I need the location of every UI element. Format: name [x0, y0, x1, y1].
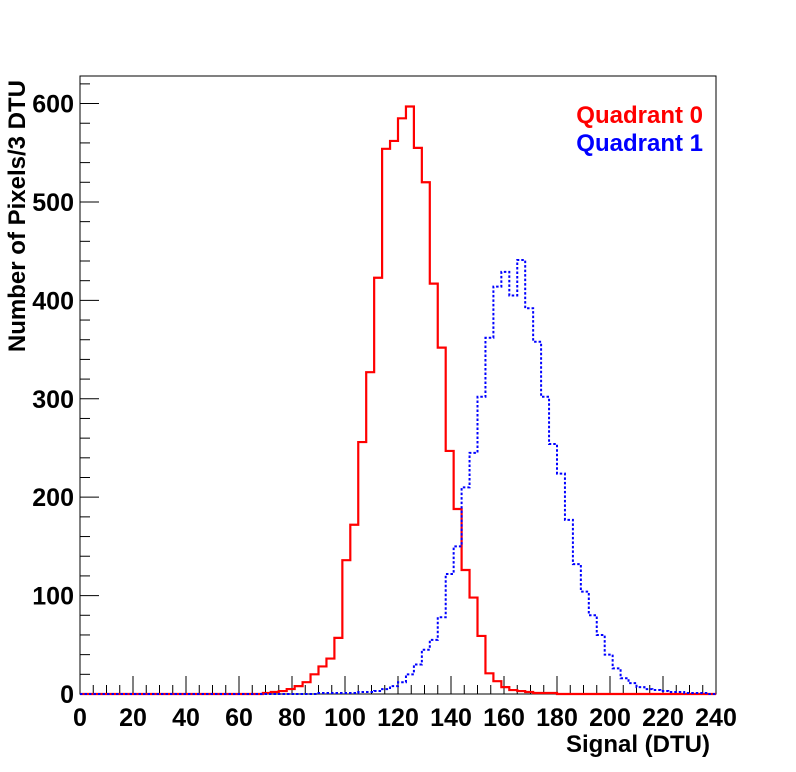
x-tick-label: 200	[589, 704, 631, 732]
x-tick-label: 140	[430, 704, 472, 732]
x-axis-title: Signal (DTU)	[566, 731, 710, 758]
plot-frame	[79, 75, 717, 695]
x-tick-label: 60	[225, 704, 253, 732]
y-tick-label: 200	[32, 484, 74, 512]
x-tick-label: 180	[536, 704, 578, 732]
x-tick-label: 0	[73, 704, 87, 732]
y-tick-label: 100	[32, 583, 74, 611]
x-tick-label: 220	[642, 704, 684, 732]
x-tick-label: 120	[377, 704, 419, 732]
series-line-quadrant-1	[80, 259, 716, 695]
legend-entry-quadrant-1: Quadrant 1	[576, 130, 703, 157]
y-tick-label: 600	[32, 91, 74, 119]
x-tick-label: 100	[324, 704, 366, 732]
x-tick-label: 160	[483, 704, 525, 732]
series-layer	[80, 105, 716, 696]
series-line-quadrant-0	[80, 105, 716, 696]
x-tick-label: 20	[119, 704, 147, 732]
legend-entry-quadrant-0: Quadrant 0	[576, 102, 703, 129]
y-tick-label: 300	[32, 386, 74, 414]
x-tick-label: 240	[695, 704, 737, 732]
y-tick-label: 0	[60, 681, 74, 709]
y-axis-title: Number of Pixels/3 DTU	[4, 80, 31, 352]
tick-labels: 0 20 40 60 80 100 120 140 160 180 200 220 240 0 100 200…	[32, 91, 737, 732]
x-tick-label: 40	[172, 704, 200, 732]
axis-ticks	[79, 83, 717, 695]
y-tick-label: 400	[32, 287, 74, 315]
x-tick-label: 80	[278, 704, 306, 732]
y-tick-label: 500	[32, 189, 74, 217]
